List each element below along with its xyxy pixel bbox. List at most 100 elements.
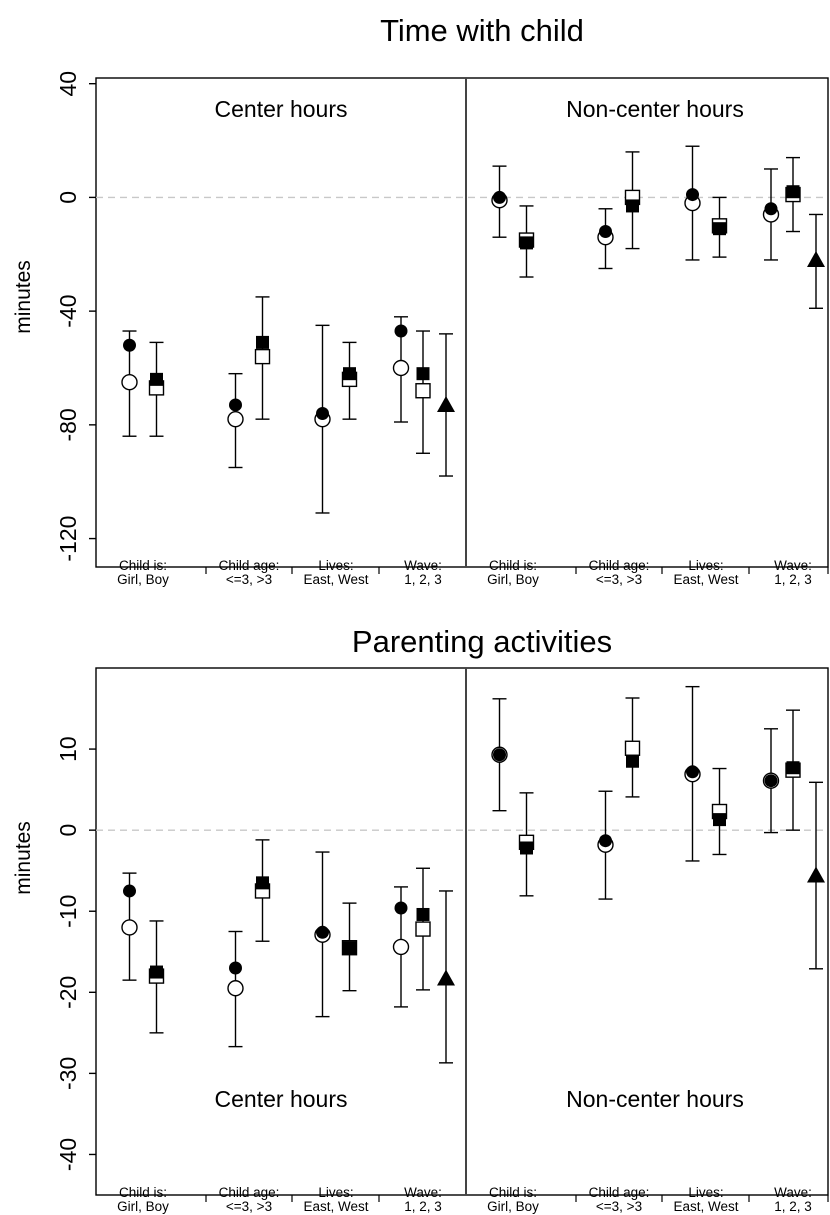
point-circle-filled [493,190,506,204]
point-square-filled [343,367,356,381]
point-circle-filled [394,901,408,915]
point-circle-filled [493,748,506,762]
x-group-label-line1: Child is: [119,1185,167,1200]
point-circle-filled [123,884,136,898]
point-square-filled [626,199,639,213]
point-circle-filled [316,925,329,939]
panel-label-center: Center hours [215,1086,348,1112]
x-group-label-line1: Child is: [119,558,167,573]
point-circle-filled [599,834,612,848]
x-group-label-line1: Lives: [318,1185,353,1200]
point-square-open [254,348,271,365]
point-square-filled [256,335,269,349]
chart-title: Parenting activities [352,624,612,659]
x-group-label-line2: East, West [673,572,738,587]
point-square-filled [786,761,800,775]
y-axis-label: minutes [12,821,35,895]
point-circle-open [227,410,244,428]
x-group-label-line1: Child age: [589,558,650,573]
x-group-label-line1: Lives: [318,558,353,573]
point-circle-open [392,938,410,956]
x-group-label-line2: 1, 2, 3 [404,572,442,587]
point-circle-filled [229,398,242,412]
x-group-label-line1: Wave: [774,1185,812,1200]
y-axis-label: minutes [12,260,35,334]
plot-frame [95,77,829,568]
y-tick-label: 40 [55,71,81,97]
y-tick-label: -120 [55,516,81,562]
x-group-label-line1: Wave: [774,558,812,573]
x-group-label-line1: Child is: [489,1185,537,1200]
point-circle-filled [316,406,329,420]
x-group-label-line1: Child is: [489,558,537,573]
point-square-filled [786,185,800,199]
point-circle-filled [764,774,778,788]
point-square-filled [256,876,269,890]
y-tick-label: 10 [55,736,81,762]
x-group-label-line2: East, West [673,1199,738,1214]
point-square-open [415,921,431,937]
panel-label-non-center: Non-center hours [566,1086,744,1112]
point-circle-filled [123,338,136,352]
point-triangle-filled [807,250,825,267]
point-triangle-filled [807,866,825,883]
point-square-filled [416,367,430,381]
x-group-label-line1: Wave: [404,558,442,573]
y-tick-label: 0 [55,824,81,837]
point-circle-filled [394,324,408,338]
point-square-filled [150,965,163,979]
point-square-open [624,740,641,756]
point-circle-open [227,980,244,997]
point-circle-filled [764,202,778,216]
y-tick-label: -20 [55,976,81,1009]
x-group-label-line2: <=3, >3 [226,1199,272,1214]
point-square-filled [713,813,726,827]
x-group-label-line1: Child age: [219,1185,280,1200]
panel-label-center: Center hours [215,96,348,122]
x-group-label-line2: <=3, >3 [596,1199,642,1214]
point-square-filled [150,372,163,386]
point-square-filled [520,236,533,250]
x-group-label-line2: Girl, Boy [487,1199,539,1214]
x-group-label-line1: Wave: [404,1185,442,1200]
x-group-label-line2: East, West [303,572,368,587]
chart-1: Parenting activities Center hours Non-cent… [12,624,829,1214]
y-tick-label: -80 [55,408,81,441]
point-triangle-filled [437,969,455,986]
point-circle-filled [686,765,699,779]
y-tick-label: -30 [55,1057,81,1090]
y-tick-label: -40 [55,1138,81,1171]
point-circle-filled [599,225,612,239]
x-group-label-line1: Child age: [589,1185,650,1200]
x-group-label-line1: Lives: [688,558,723,573]
point-square-filled [520,841,533,855]
x-group-label-line1: Child age: [219,558,280,573]
point-circle-open [392,359,410,377]
y-tick-label: -40 [55,295,81,328]
point-circle-filled [229,961,242,975]
point-square-filled [343,941,356,955]
point-circle-filled [686,188,699,202]
point-triangle-filled [437,395,455,412]
chart-0: Time with child Center hours Non-center ho… [12,13,829,587]
y-tick-label: -10 [55,895,81,928]
x-group-label-line2: East, West [303,1199,368,1214]
point-circle-open [121,919,138,936]
point-square-open [415,383,431,399]
x-group-label-line2: 1, 2, 3 [404,1199,442,1214]
plot-frame [95,667,829,1196]
x-group-label-line2: Girl, Boy [117,572,169,587]
point-circle-open [121,374,138,391]
point-square-filled [416,907,430,921]
x-group-label-line2: Girl, Boy [487,572,539,587]
point-square-filled [713,222,726,236]
x-group-label-line2: Girl, Boy [117,1199,169,1214]
x-group-label-line2: 1, 2, 3 [774,572,812,587]
x-group-label-line2: 1, 2, 3 [774,1199,812,1214]
x-group-label-line1: Lives: [688,1185,723,1200]
panel-label-non-center: Non-center hours [566,96,744,122]
chart-title: Time with child [380,13,584,48]
y-tick-label: 0 [55,191,81,204]
x-group-label-line2: <=3, >3 [226,572,272,587]
